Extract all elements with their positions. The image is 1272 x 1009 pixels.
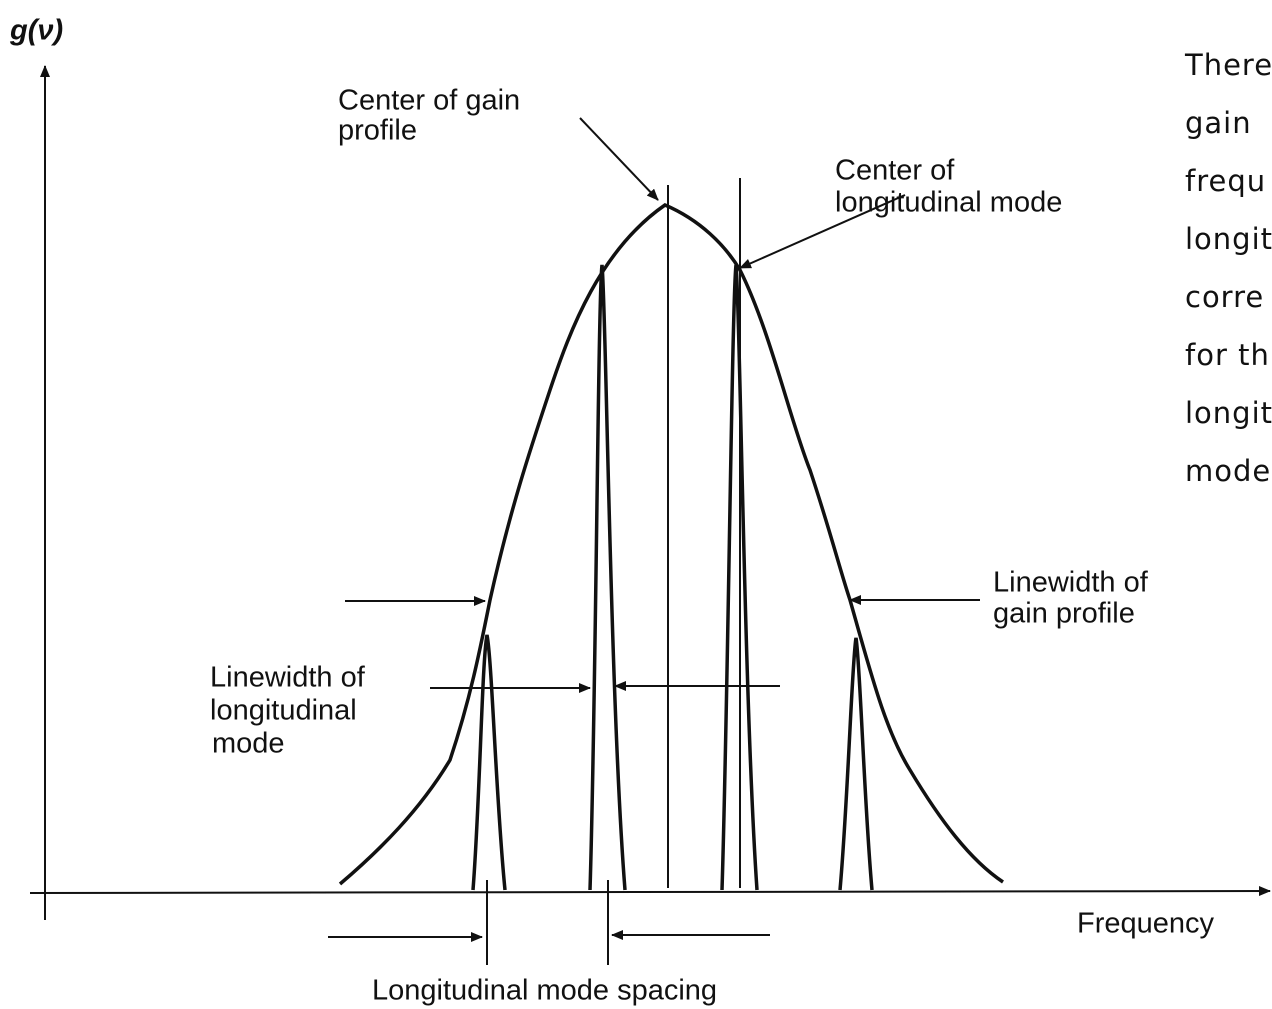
side-text: There gain frequ longit corre for th longit mod…: [1184, 48, 1272, 488]
label: gain profile: [993, 598, 1135, 630]
side-text-line: frequ: [1185, 164, 1266, 198]
side-text-line: corre: [1185, 280, 1264, 314]
side-text-line: for th: [1185, 338, 1270, 372]
guide-lines: [486, 178, 741, 965]
side-text-line: mode: [1185, 454, 1271, 488]
axes: [29, 65, 1271, 920]
label: mode: [212, 728, 285, 760]
arrows: [328, 117, 980, 942]
label: longitudinal mode: [835, 187, 1062, 219]
x-axis-label: Frequency: [1077, 908, 1215, 940]
side-text-line: longit: [1185, 222, 1272, 256]
side-text-line: longit: [1185, 396, 1272, 430]
label: Linewidth of: [210, 662, 366, 694]
label: longitudinal: [210, 695, 357, 727]
side-text-line: There: [1184, 48, 1272, 82]
label: Center of gain: [338, 85, 520, 117]
gain-curve: [338, 203, 1004, 886]
label: Longitudinal mode spacing: [372, 975, 717, 1007]
label: Center of: [835, 155, 955, 187]
y-axis-label: g(ν): [9, 15, 63, 47]
label: Linewidth of: [993, 567, 1149, 599]
side-text-line: gain: [1185, 106, 1252, 140]
longitudinal-modes: [471, 264, 874, 891]
label: profile: [338, 115, 417, 147]
